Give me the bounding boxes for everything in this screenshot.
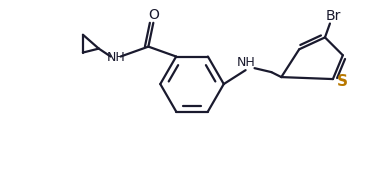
Text: S: S <box>338 74 348 89</box>
Text: NH: NH <box>106 51 125 64</box>
Text: Br: Br <box>325 9 341 23</box>
Text: NH: NH <box>237 56 256 69</box>
Text: O: O <box>148 8 159 22</box>
